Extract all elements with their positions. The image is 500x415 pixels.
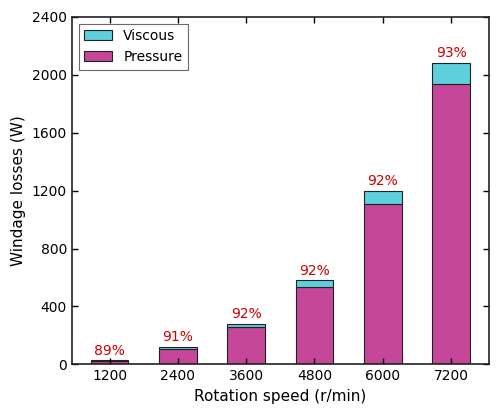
Bar: [296, 287, 334, 364]
Bar: [432, 63, 470, 84]
Bar: [364, 190, 402, 205]
Text: 89%: 89%: [94, 344, 125, 357]
Bar: [228, 324, 265, 327]
Bar: [159, 347, 196, 349]
Bar: [159, 349, 196, 364]
Text: 92%: 92%: [368, 174, 398, 188]
Text: 93%: 93%: [436, 46, 466, 61]
Bar: [228, 327, 265, 364]
Legend: Viscous, Pressure: Viscous, Pressure: [78, 24, 188, 70]
Text: 92%: 92%: [299, 264, 330, 278]
X-axis label: Rotation speed (r/min): Rotation speed (r/min): [194, 389, 366, 404]
Bar: [364, 205, 402, 364]
Bar: [296, 281, 334, 287]
Bar: [90, 360, 128, 361]
Bar: [432, 84, 470, 364]
Text: 91%: 91%: [162, 330, 194, 344]
Y-axis label: Windage losses (W): Windage losses (W): [11, 115, 26, 266]
Bar: [90, 361, 128, 364]
Text: 92%: 92%: [231, 307, 262, 321]
